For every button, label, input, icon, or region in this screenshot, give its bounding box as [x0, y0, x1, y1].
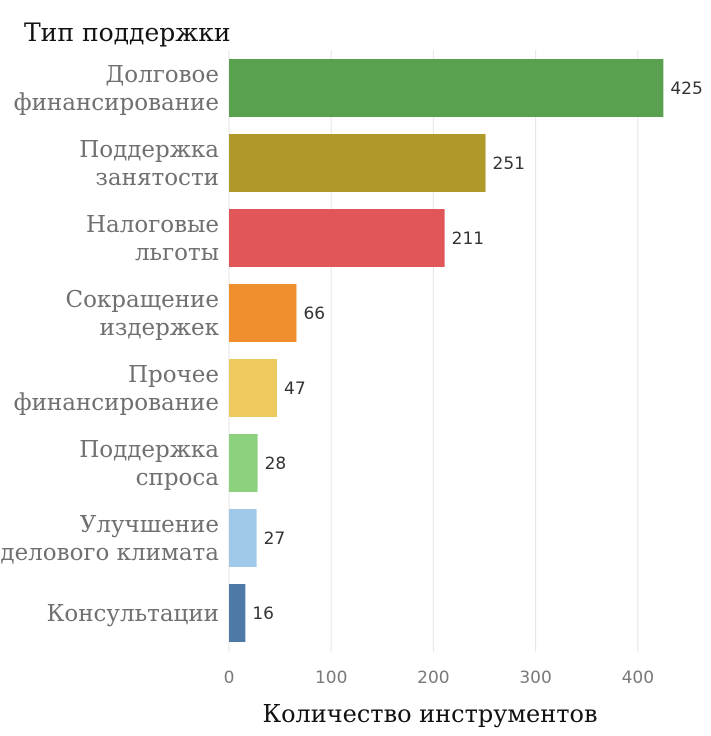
category-label: Улучшение — [80, 512, 219, 538]
bar — [229, 359, 278, 417]
bar — [229, 509, 257, 567]
x-tick-label: 0 — [224, 668, 235, 688]
bar-layer — [229, 59, 664, 642]
bar-value-label: 425 — [670, 79, 702, 99]
category-label: Прочее — [128, 362, 219, 388]
bar-value-label: 47 — [284, 379, 306, 399]
category-label: Консультации — [47, 601, 219, 627]
category-label: Сокращение — [65, 287, 219, 313]
bar-value-label: 28 — [265, 454, 287, 474]
x-tick-label: 100 — [315, 668, 347, 688]
bar-value-label: 251 — [493, 154, 525, 174]
category-label: финансирование — [14, 390, 219, 416]
category-label: делового климата — [0, 540, 219, 566]
bar — [229, 59, 664, 117]
x-tick-label: 200 — [417, 668, 449, 688]
category-label-layer: ДолговоефинансированиеПоддержказанятости… — [0, 62, 219, 627]
category-label: Поддержка — [79, 137, 219, 163]
bar — [229, 209, 445, 267]
category-label: Поддержка — [79, 437, 219, 463]
bar-value-label: 27 — [264, 529, 286, 549]
category-label: издержек — [99, 315, 219, 341]
x-axis-label: Количество инструментов — [263, 700, 598, 728]
bar-value-label: 66 — [303, 304, 325, 324]
value-label-layer: 425 251 211 66 47 28 27 16 — [252, 79, 702, 624]
tick-layer: 0 100 200 300 400 — [224, 668, 654, 688]
category-label: спроса — [136, 465, 220, 491]
category-label: финансирование — [14, 90, 219, 116]
x-tick-label: 300 — [519, 668, 551, 688]
category-label: льготы — [135, 240, 219, 266]
category-label: Долговое — [106, 62, 219, 88]
bar — [229, 134, 486, 192]
category-label: Налоговые — [86, 212, 219, 238]
bar — [229, 434, 258, 492]
bar-value-label: 16 — [252, 604, 274, 624]
chart-title: Тип поддержки — [24, 18, 231, 47]
bar — [229, 284, 297, 342]
x-tick-label: 400 — [622, 668, 654, 688]
bar-value-label: 211 — [452, 229, 484, 249]
bar — [229, 584, 246, 642]
category-label: занятости — [95, 165, 219, 191]
